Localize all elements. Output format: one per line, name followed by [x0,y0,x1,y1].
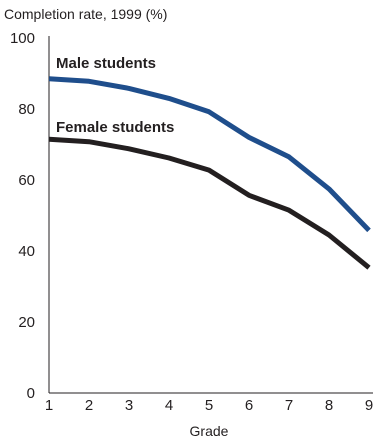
series-label-male: Male students [56,55,156,72]
series-lines [48,76,371,270]
y-tick-label: 20 [18,314,35,331]
y-tick-label: 60 [18,172,35,189]
x-tick-label: 9 [365,397,373,414]
x-tick-label: 6 [245,397,253,414]
x-tick-label: 7 [285,397,293,414]
y-tick-label: 0 [27,385,35,402]
x-axis-title: Grade [190,423,229,439]
y-tick-label: 100 [10,30,35,47]
x-tick-label: 2 [85,397,93,414]
x-tick-label: 5 [205,397,213,414]
y-tick-labels: 0 20 40 60 80 100 [10,30,35,402]
y-tick-label: 40 [18,243,35,260]
series-line-female [48,136,371,270]
y-tick-label: 80 [18,101,35,118]
x-tick-label: 8 [325,397,333,414]
y-axis-title: Completion rate, 1999 (%) [4,6,167,22]
series-line-male [48,76,371,233]
x-tick-label: 4 [165,397,173,414]
x-tick-label: 3 [125,397,133,414]
x-tick-labels: 1 2 3 4 5 6 7 8 9 [45,397,373,414]
x-tick-label: 1 [45,397,53,414]
series-label-female: Female students [56,119,174,136]
